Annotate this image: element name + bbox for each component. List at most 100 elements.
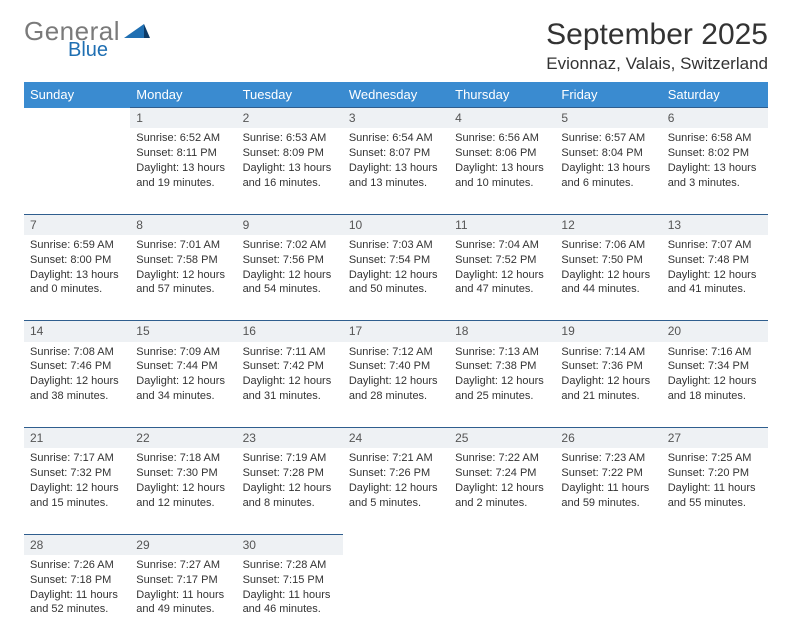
day-content-row: Sunrise: 7:17 AMSunset: 7:32 PMDaylight:… xyxy=(24,448,768,534)
sunset-text: Sunset: 7:26 PM xyxy=(349,466,443,481)
daylight-text: Daylight: 12 hours xyxy=(243,481,337,496)
sunrise-text: Sunrise: 7:02 AM xyxy=(243,238,337,253)
day-number-row: 21222324252627 xyxy=(24,428,768,449)
sunrise-text: Sunrise: 6:53 AM xyxy=(243,131,337,146)
sunset-text: Sunset: 8:02 PM xyxy=(668,146,762,161)
daylight-text: and 28 minutes. xyxy=(349,389,443,404)
sunrise-text: Sunrise: 7:09 AM xyxy=(136,345,230,360)
daylight-text: Daylight: 12 hours xyxy=(243,268,337,283)
sunset-text: Sunset: 7:30 PM xyxy=(136,466,230,481)
daylight-text: Daylight: 13 hours xyxy=(349,161,443,176)
sunset-text: Sunset: 7:34 PM xyxy=(668,359,762,374)
sunset-text: Sunset: 8:09 PM xyxy=(243,146,337,161)
day-number: 18 xyxy=(449,321,555,342)
sunset-text: Sunset: 7:22 PM xyxy=(561,466,655,481)
sunset-text: Sunset: 7:52 PM xyxy=(455,253,549,268)
day-cell: Sunrise: 7:23 AMSunset: 7:22 PMDaylight:… xyxy=(555,448,661,534)
day-content-row: Sunrise: 7:08 AMSunset: 7:46 PMDaylight:… xyxy=(24,342,768,428)
day-cell: Sunrise: 7:03 AMSunset: 7:54 PMDaylight:… xyxy=(343,235,449,321)
day-number: 22 xyxy=(130,428,236,449)
day-number: 21 xyxy=(24,428,130,449)
sunrise-text: Sunrise: 6:54 AM xyxy=(349,131,443,146)
daylight-text: and 44 minutes. xyxy=(561,282,655,297)
daylight-text: and 21 minutes. xyxy=(561,389,655,404)
sunrise-text: Sunrise: 7:28 AM xyxy=(243,558,337,573)
day-cell: Sunrise: 7:14 AMSunset: 7:36 PMDaylight:… xyxy=(555,342,661,428)
sunrise-text: Sunrise: 7:22 AM xyxy=(455,451,549,466)
sunset-text: Sunset: 7:44 PM xyxy=(136,359,230,374)
location: Evionnaz, Valais, Switzerland xyxy=(546,54,768,74)
sunrise-text: Sunrise: 7:19 AM xyxy=(243,451,337,466)
sunset-text: Sunset: 7:40 PM xyxy=(349,359,443,374)
sunset-text: Sunset: 7:36 PM xyxy=(561,359,655,374)
day-number: 23 xyxy=(237,428,343,449)
daylight-text: Daylight: 13 hours xyxy=(243,161,337,176)
sunrise-text: Sunrise: 7:14 AM xyxy=(561,345,655,360)
day-number: 27 xyxy=(662,428,768,449)
weekday-header: Wednesday xyxy=(343,82,449,108)
day-cell xyxy=(662,555,768,641)
sunrise-text: Sunrise: 7:06 AM xyxy=(561,238,655,253)
sunrise-text: Sunrise: 6:58 AM xyxy=(668,131,762,146)
day-cell: Sunrise: 6:58 AMSunset: 8:02 PMDaylight:… xyxy=(662,128,768,214)
day-cell: Sunrise: 6:59 AMSunset: 8:00 PMDaylight:… xyxy=(24,235,130,321)
sunrise-text: Sunrise: 7:12 AM xyxy=(349,345,443,360)
day-cell xyxy=(555,555,661,641)
weekday-header: Saturday xyxy=(662,82,768,108)
sunset-text: Sunset: 8:06 PM xyxy=(455,146,549,161)
sunset-text: Sunset: 8:04 PM xyxy=(561,146,655,161)
daylight-text: Daylight: 12 hours xyxy=(30,481,124,496)
day-number: 3 xyxy=(343,108,449,129)
day-cell: Sunrise: 6:57 AMSunset: 8:04 PMDaylight:… xyxy=(555,128,661,214)
daylight-text: Daylight: 12 hours xyxy=(349,481,443,496)
sunset-text: Sunset: 7:17 PM xyxy=(136,573,230,588)
day-number: 25 xyxy=(449,428,555,449)
day-number: 5 xyxy=(555,108,661,129)
weekday-header-row: Sunday Monday Tuesday Wednesday Thursday… xyxy=(24,82,768,108)
daylight-text: and 49 minutes. xyxy=(136,602,230,617)
sunrise-text: Sunrise: 7:27 AM xyxy=(136,558,230,573)
day-cell: Sunrise: 7:25 AMSunset: 7:20 PMDaylight:… xyxy=(662,448,768,534)
day-number: 20 xyxy=(662,321,768,342)
day-number: 10 xyxy=(343,214,449,235)
sunset-text: Sunset: 7:24 PM xyxy=(455,466,549,481)
day-number xyxy=(449,534,555,555)
day-cell: Sunrise: 7:16 AMSunset: 7:34 PMDaylight:… xyxy=(662,342,768,428)
daylight-text: and 55 minutes. xyxy=(668,496,762,511)
daylight-text: and 16 minutes. xyxy=(243,176,337,191)
day-number: 14 xyxy=(24,321,130,342)
daylight-text: and 57 minutes. xyxy=(136,282,230,297)
day-content-row: Sunrise: 6:52 AMSunset: 8:11 PMDaylight:… xyxy=(24,128,768,214)
weekday-header: Thursday xyxy=(449,82,555,108)
daylight-text: and 0 minutes. xyxy=(30,282,124,297)
day-number-row: 282930 xyxy=(24,534,768,555)
daylight-text: Daylight: 11 hours xyxy=(136,588,230,603)
logo-mark-icon xyxy=(124,20,150,42)
daylight-text: Daylight: 13 hours xyxy=(136,161,230,176)
daylight-text: and 8 minutes. xyxy=(243,496,337,511)
sunset-text: Sunset: 8:11 PM xyxy=(136,146,230,161)
day-content-row: Sunrise: 6:59 AMSunset: 8:00 PMDaylight:… xyxy=(24,235,768,321)
day-cell: Sunrise: 6:53 AMSunset: 8:09 PMDaylight:… xyxy=(237,128,343,214)
sunrise-text: Sunrise: 7:26 AM xyxy=(30,558,124,573)
day-number: 24 xyxy=(343,428,449,449)
day-number-row: 78910111213 xyxy=(24,214,768,235)
sunrise-text: Sunrise: 7:08 AM xyxy=(30,345,124,360)
daylight-text: Daylight: 12 hours xyxy=(455,481,549,496)
day-cell: Sunrise: 7:01 AMSunset: 7:58 PMDaylight:… xyxy=(130,235,236,321)
day-number: 7 xyxy=(24,214,130,235)
day-number: 15 xyxy=(130,321,236,342)
daylight-text: Daylight: 12 hours xyxy=(243,374,337,389)
day-cell: Sunrise: 7:04 AMSunset: 7:52 PMDaylight:… xyxy=(449,235,555,321)
day-number xyxy=(343,534,449,555)
weekday-header: Monday xyxy=(130,82,236,108)
daylight-text: Daylight: 12 hours xyxy=(30,374,124,389)
day-number: 9 xyxy=(237,214,343,235)
day-number xyxy=(555,534,661,555)
day-cell: Sunrise: 7:06 AMSunset: 7:50 PMDaylight:… xyxy=(555,235,661,321)
day-number-row: 14151617181920 xyxy=(24,321,768,342)
day-cell xyxy=(343,555,449,641)
calendar-table: Sunday Monday Tuesday Wednesday Thursday… xyxy=(24,82,768,641)
sunrise-text: Sunrise: 7:23 AM xyxy=(561,451,655,466)
daylight-text: Daylight: 13 hours xyxy=(561,161,655,176)
